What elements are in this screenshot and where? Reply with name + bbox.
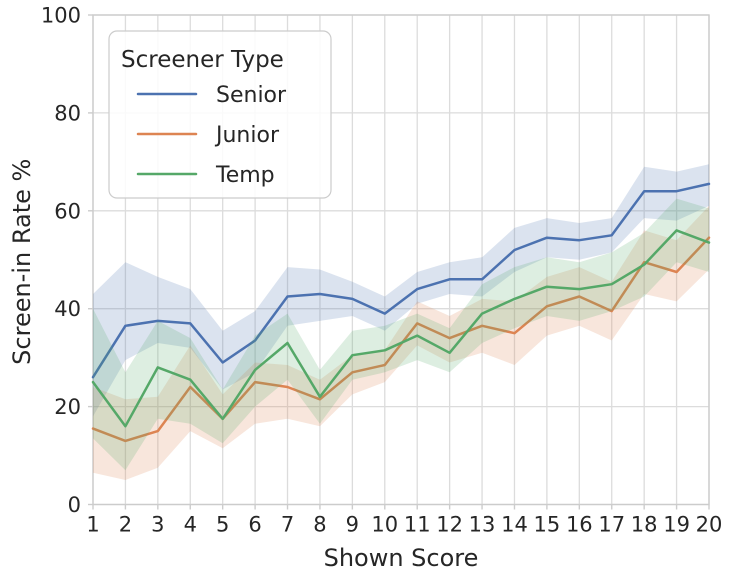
legend-label-junior: Junior <box>214 123 280 148</box>
y-tick-label: 0 <box>68 493 81 517</box>
y-tick-label: 40 <box>54 297 81 321</box>
x-tick-label: 12 <box>436 513 463 537</box>
x-tick-label: 8 <box>313 513 326 537</box>
x-tick-label: 20 <box>696 513 723 537</box>
y-tick-label: 100 <box>41 4 81 28</box>
x-tick-label: 18 <box>631 513 658 537</box>
x-tick-label: 11 <box>404 513 431 537</box>
y-tick-label: 80 <box>54 101 81 125</box>
y-axis-label: Screen-in Rate % <box>8 159 36 365</box>
y-tick-label: 20 <box>54 395 81 419</box>
x-tick-label: 4 <box>184 513 197 537</box>
x-tick-label: 3 <box>151 513 164 537</box>
series-senior-band <box>93 164 709 417</box>
legend-box <box>108 30 332 199</box>
y-tick-label: 60 <box>54 199 81 223</box>
x-tick-label: 19 <box>663 513 690 537</box>
x-tick-label: 14 <box>501 513 528 537</box>
x-axis-label: Shown Score <box>324 544 479 572</box>
legend-title: Screener Type <box>121 47 284 73</box>
x-tick-label: 16 <box>566 513 593 537</box>
legend-label-senior: Senior <box>216 83 287 108</box>
x-tick-label: 1 <box>86 513 99 537</box>
x-tick-label: 10 <box>371 513 398 537</box>
x-tick-label: 9 <box>346 513 359 537</box>
x-tick-label: 17 <box>598 513 625 537</box>
series-temp-band <box>93 198 709 471</box>
legend-label-temp: Temp <box>215 163 275 188</box>
x-tick-label: 6 <box>248 513 261 537</box>
series-temp-line <box>91 229 711 428</box>
axes-spines <box>92 14 710 506</box>
x-tick-label: 15 <box>534 513 561 537</box>
x-tick-label: 2 <box>119 513 132 537</box>
x-tick-label: 7 <box>281 513 294 537</box>
series-senior-line <box>91 182 711 379</box>
x-tick-label: 13 <box>469 513 496 537</box>
x-tick-label: 5 <box>216 513 229 537</box>
